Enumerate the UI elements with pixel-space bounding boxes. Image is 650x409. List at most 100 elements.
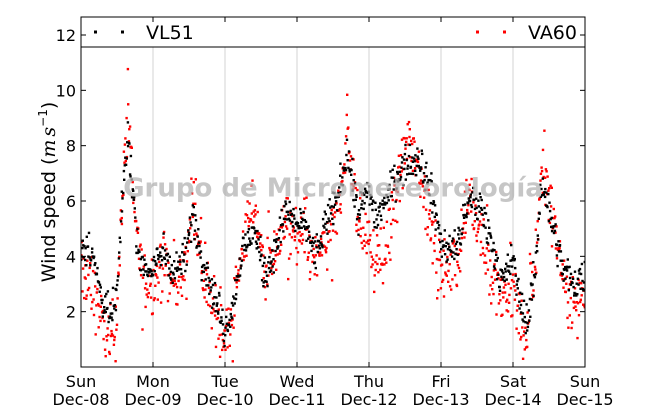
- data-point: [168, 292, 171, 295]
- data-point: [542, 193, 545, 196]
- data-point: [485, 237, 488, 240]
- data-point: [361, 193, 364, 196]
- data-point: [502, 286, 506, 289]
- data-point: [487, 219, 490, 222]
- data-point: [292, 226, 295, 229]
- data-point: [376, 244, 380, 247]
- data-point: [208, 280, 211, 284]
- data-point: [119, 240, 122, 244]
- data-point: [452, 238, 455, 241]
- data-point: [507, 301, 511, 304]
- data-point: [501, 270, 504, 273]
- data-point: [393, 180, 396, 183]
- data-point: [130, 146, 133, 149]
- data-point: [444, 245, 447, 248]
- data-point: [283, 220, 287, 224]
- data-point: [160, 255, 163, 258]
- data-point: [474, 213, 477, 216]
- data-point: [269, 262, 272, 265]
- data-point: [386, 245, 390, 248]
- legend-box: [80, 16, 586, 48]
- data-point: [404, 147, 407, 150]
- data-point: [444, 271, 447, 274]
- data-point: [437, 289, 440, 292]
- data-point: [306, 258, 309, 261]
- data-point: [462, 216, 466, 219]
- data-point: [504, 283, 507, 286]
- data-point: [323, 226, 326, 229]
- data-point: [497, 277, 500, 280]
- data-point: [334, 230, 337, 234]
- data-point: [123, 164, 126, 167]
- data-point: [535, 241, 539, 244]
- data-point: [139, 274, 143, 277]
- data-point: [131, 180, 134, 184]
- data-point: [405, 140, 408, 144]
- data-point: [148, 274, 151, 277]
- data-point: [282, 237, 285, 240]
- data-point: [374, 201, 377, 204]
- data-point: [346, 93, 349, 96]
- data-point: [259, 235, 262, 238]
- data-point: [520, 311, 523, 314]
- data-point: [514, 274, 517, 277]
- data-point: [403, 137, 406, 140]
- data-point: [525, 338, 528, 342]
- data-point: [229, 333, 232, 336]
- data-point: [163, 249, 167, 252]
- data-point: [505, 278, 508, 281]
- data-point: [202, 279, 206, 282]
- data-point: [496, 271, 499, 275]
- data-point: [489, 234, 492, 237]
- data-point: [145, 270, 148, 273]
- data-point: [216, 310, 220, 313]
- data-point: [180, 275, 183, 279]
- data-point: [530, 261, 533, 265]
- data-point: [176, 303, 179, 306]
- data-point: [426, 233, 429, 236]
- data-point: [455, 284, 459, 288]
- data-point: [478, 210, 481, 213]
- data-point: [251, 237, 254, 240]
- data-point: [104, 310, 107, 314]
- data-point: [118, 264, 121, 267]
- data-point: [311, 236, 315, 240]
- data-point: [103, 306, 106, 309]
- data-point: [369, 197, 372, 200]
- data-point: [229, 308, 233, 311]
- data-point: [547, 192, 550, 196]
- data-point: [378, 257, 381, 260]
- data-point: [151, 274, 155, 277]
- data-point: [193, 237, 196, 241]
- data-point: [420, 149, 423, 152]
- data-point: [311, 260, 314, 264]
- data-point: [399, 173, 402, 177]
- data-point: [210, 327, 213, 330]
- data-point: [264, 280, 267, 283]
- data-point: [89, 259, 93, 262]
- data-point: [277, 237, 281, 240]
- data-point: [227, 323, 231, 326]
- data-point: [370, 265, 373, 269]
- data-point: [342, 171, 345, 175]
- data-point: [440, 255, 443, 258]
- data-point: [431, 262, 434, 265]
- data-point: [232, 326, 235, 329]
- data-point: [214, 284, 217, 287]
- data-point: [147, 291, 150, 295]
- data-point: [211, 283, 215, 287]
- data-point: [530, 298, 534, 301]
- data-point: [90, 251, 94, 254]
- data-point: [90, 307, 93, 310]
- data-point: [196, 253, 199, 257]
- data-point: [368, 238, 371, 242]
- data-point: [339, 174, 342, 177]
- data-point: [263, 270, 266, 273]
- data-point: [257, 232, 261, 235]
- data-point: [235, 293, 238, 296]
- data-point: [478, 220, 482, 223]
- data-point: [385, 220, 389, 223]
- data-point: [338, 186, 341, 189]
- data-point: [344, 142, 347, 145]
